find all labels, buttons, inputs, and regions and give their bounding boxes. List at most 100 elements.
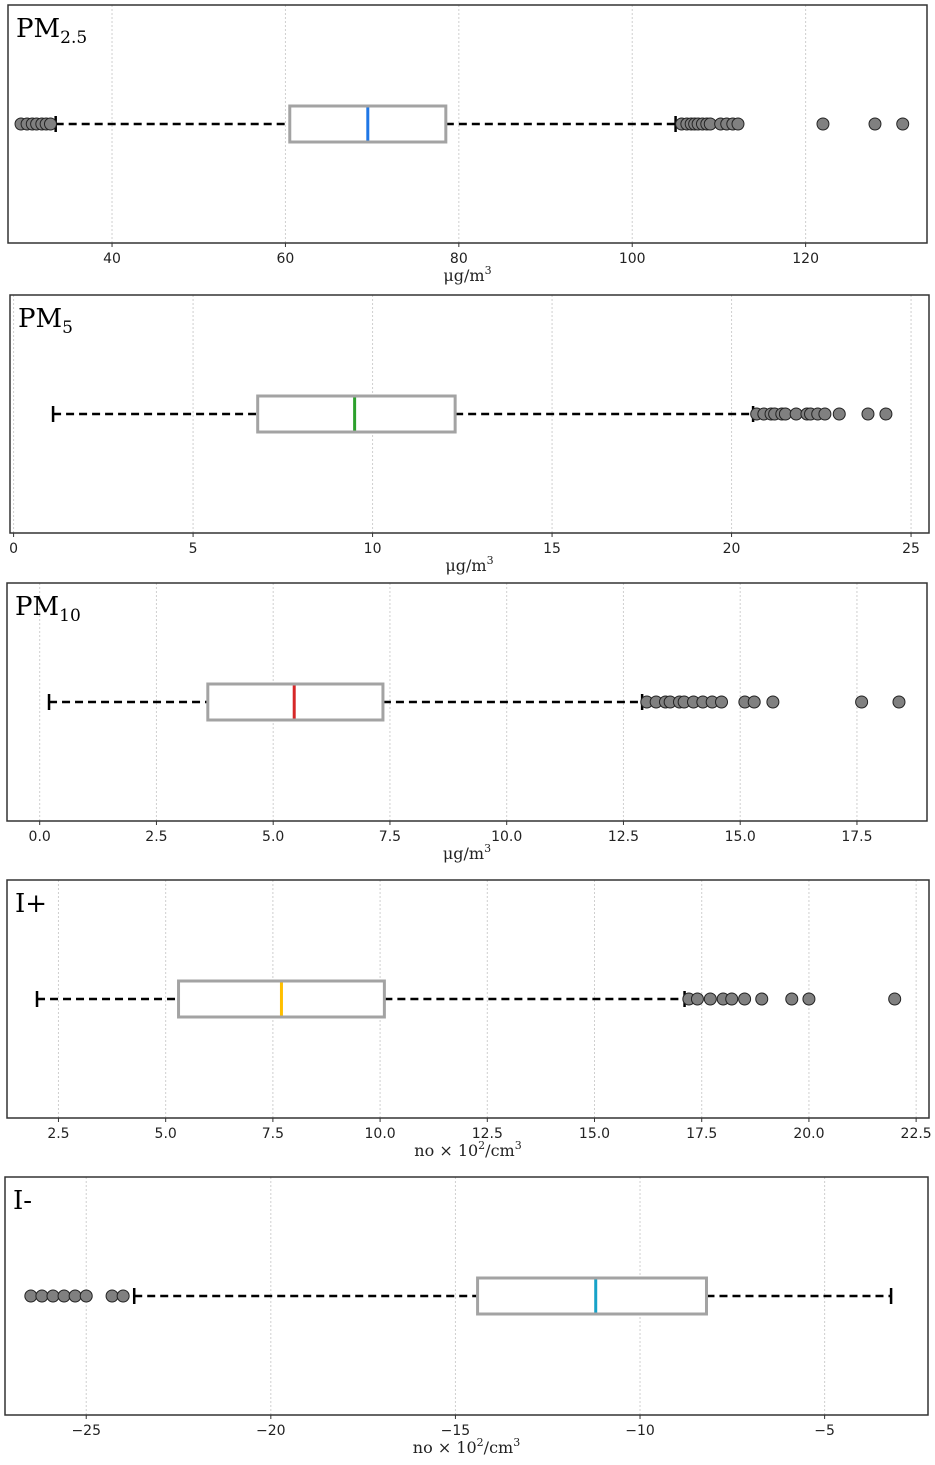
x-tick-label: 15.0 <box>579 1126 610 1142</box>
plot-area <box>8 5 927 243</box>
outlier-point <box>861 407 875 421</box>
x-axis-label-superscript: 3 <box>484 842 491 855</box>
outlier-point <box>888 992 902 1006</box>
x-tick-label: 12.5 <box>608 829 639 845</box>
plot-frame <box>9 294 930 534</box>
outlier-point <box>731 117 745 131</box>
x-tick-label: −5 <box>814 1423 835 1439</box>
outlier-point <box>816 117 830 131</box>
x-axis-label-superscript: 3 <box>513 1436 520 1449</box>
x-axis-label: μg/m3 <box>445 554 493 575</box>
outlier-point <box>105 1289 119 1303</box>
x-tick-label: 20 <box>723 541 741 557</box>
boxplot-panel: 2.5 5.0 7.5 10.0 12.5 15.0 17.5 20.0 22.5 I+ no × … <box>6 879 932 1160</box>
x-tick-label: 2.5 <box>145 829 167 845</box>
x-axis-label-superscript: 3 <box>487 554 494 567</box>
panel-title: I- <box>13 1186 32 1216</box>
x-tick-label: 120 <box>792 251 819 267</box>
outlier-point <box>896 117 910 131</box>
panel-title: I+ <box>15 889 47 919</box>
x-tick-label: 15.0 <box>725 829 756 845</box>
x-tick-label: 7.5 <box>262 1126 284 1142</box>
outlier-point <box>785 992 799 1006</box>
x-axis-label-superscript: 2 <box>478 1139 485 1152</box>
outlier-point <box>43 117 57 131</box>
outlier-point <box>855 695 869 709</box>
outlier-point <box>79 1289 93 1303</box>
x-axis-label-superscript: 2 <box>477 1436 484 1449</box>
box-iqr <box>256 394 457 434</box>
panel-title-main: I- <box>13 1186 32 1216</box>
x-tick-label: 2.5 <box>47 1126 69 1142</box>
outlier-point <box>802 992 816 1006</box>
x-axis-label: μg/m3 <box>443 842 491 863</box>
x-tick-label: 20.0 <box>793 1126 824 1142</box>
panel-title-subscript: 5 <box>62 318 73 338</box>
outlier-point <box>35 1289 49 1303</box>
x-axis-label: μg/m3 <box>443 264 491 285</box>
outlier-point <box>778 407 792 421</box>
outlier-point <box>703 992 717 1006</box>
panel-title-subscript: 2.5 <box>60 28 87 48</box>
outlier-point <box>116 1289 130 1303</box>
x-tick-label: 5 <box>189 541 198 557</box>
panel-title-subscript: 10 <box>59 606 81 626</box>
panel-title: PM10 <box>15 592 81 626</box>
x-tick-label: 0 <box>9 541 18 557</box>
panel-title: PM2.5 <box>16 14 87 48</box>
plot-frame <box>4 1176 929 1416</box>
outlier-point <box>789 407 803 421</box>
x-tick-label: 5.0 <box>262 829 284 845</box>
panel-title-main: PM <box>15 592 59 622</box>
outlier-point <box>68 1289 82 1303</box>
x-axis-label-text: μg/m <box>443 844 484 863</box>
x-tick-label: 100 <box>619 251 646 267</box>
outlier-point <box>832 407 846 421</box>
outlier-point <box>715 695 729 709</box>
x-axis-label-text: no × 10 <box>413 1438 477 1457</box>
outlier-point <box>57 1289 71 1303</box>
x-tick-label: 80 <box>450 251 468 267</box>
x-tick-label: 12.5 <box>472 1126 503 1142</box>
x-tick-label: 0.0 <box>29 829 51 845</box>
x-axis-label-text: no × 10 <box>414 1141 478 1160</box>
outlier-point <box>747 695 761 709</box>
plot-frame <box>6 879 930 1119</box>
panel-title-main: PM <box>16 14 60 44</box>
x-axis-label-text: μg/m <box>443 266 484 285</box>
x-tick-label: 7.5 <box>379 829 401 845</box>
x-tick-label: 17.5 <box>841 829 872 845</box>
boxplot-panel: 0.0 2.5 5.0 7.5 10.0 12.5 15.0 17.5 PM10 μg/m3 <box>6 582 928 863</box>
x-axis-label-unit: /cm <box>485 1141 515 1160</box>
boxplot-panel: 40 60 80 100 120 PM2.5 μg/m3 <box>7 4 928 285</box>
outlier-point <box>892 695 906 709</box>
x-tick-label: −10 <box>625 1423 655 1439</box>
plot-frame <box>7 4 928 244</box>
outlier-point <box>879 407 893 421</box>
plot-frame <box>6 582 928 822</box>
x-axis-label-text: μg/m <box>445 556 486 575</box>
x-axis-label: no × 102/cm3 <box>414 1139 521 1160</box>
outlier-point <box>24 1289 38 1303</box>
x-tick-label: 5.0 <box>155 1126 177 1142</box>
x-tick-label: −15 <box>441 1423 471 1439</box>
x-tick-label: 25 <box>902 541 920 557</box>
x-axis-label: no × 102/cm3 <box>413 1436 520 1457</box>
outlier-point <box>738 992 752 1006</box>
panel-title-main: PM <box>18 304 62 334</box>
box-iqr <box>476 1276 708 1316</box>
x-tick-label: 10 <box>364 541 382 557</box>
x-tick-label: 40 <box>103 251 121 267</box>
x-tick-label: 22.5 <box>901 1126 932 1142</box>
outlier-point <box>818 407 832 421</box>
x-axis-label-superscript: 3 <box>515 1139 522 1152</box>
panel-title-main: I+ <box>15 889 47 919</box>
outlier-point <box>868 117 882 131</box>
x-tick-label: 17.5 <box>686 1126 717 1142</box>
x-tick-label: −20 <box>256 1423 286 1439</box>
x-tick-label: −25 <box>71 1423 101 1439</box>
x-tick-label: 60 <box>277 251 295 267</box>
outlier-point <box>755 992 769 1006</box>
